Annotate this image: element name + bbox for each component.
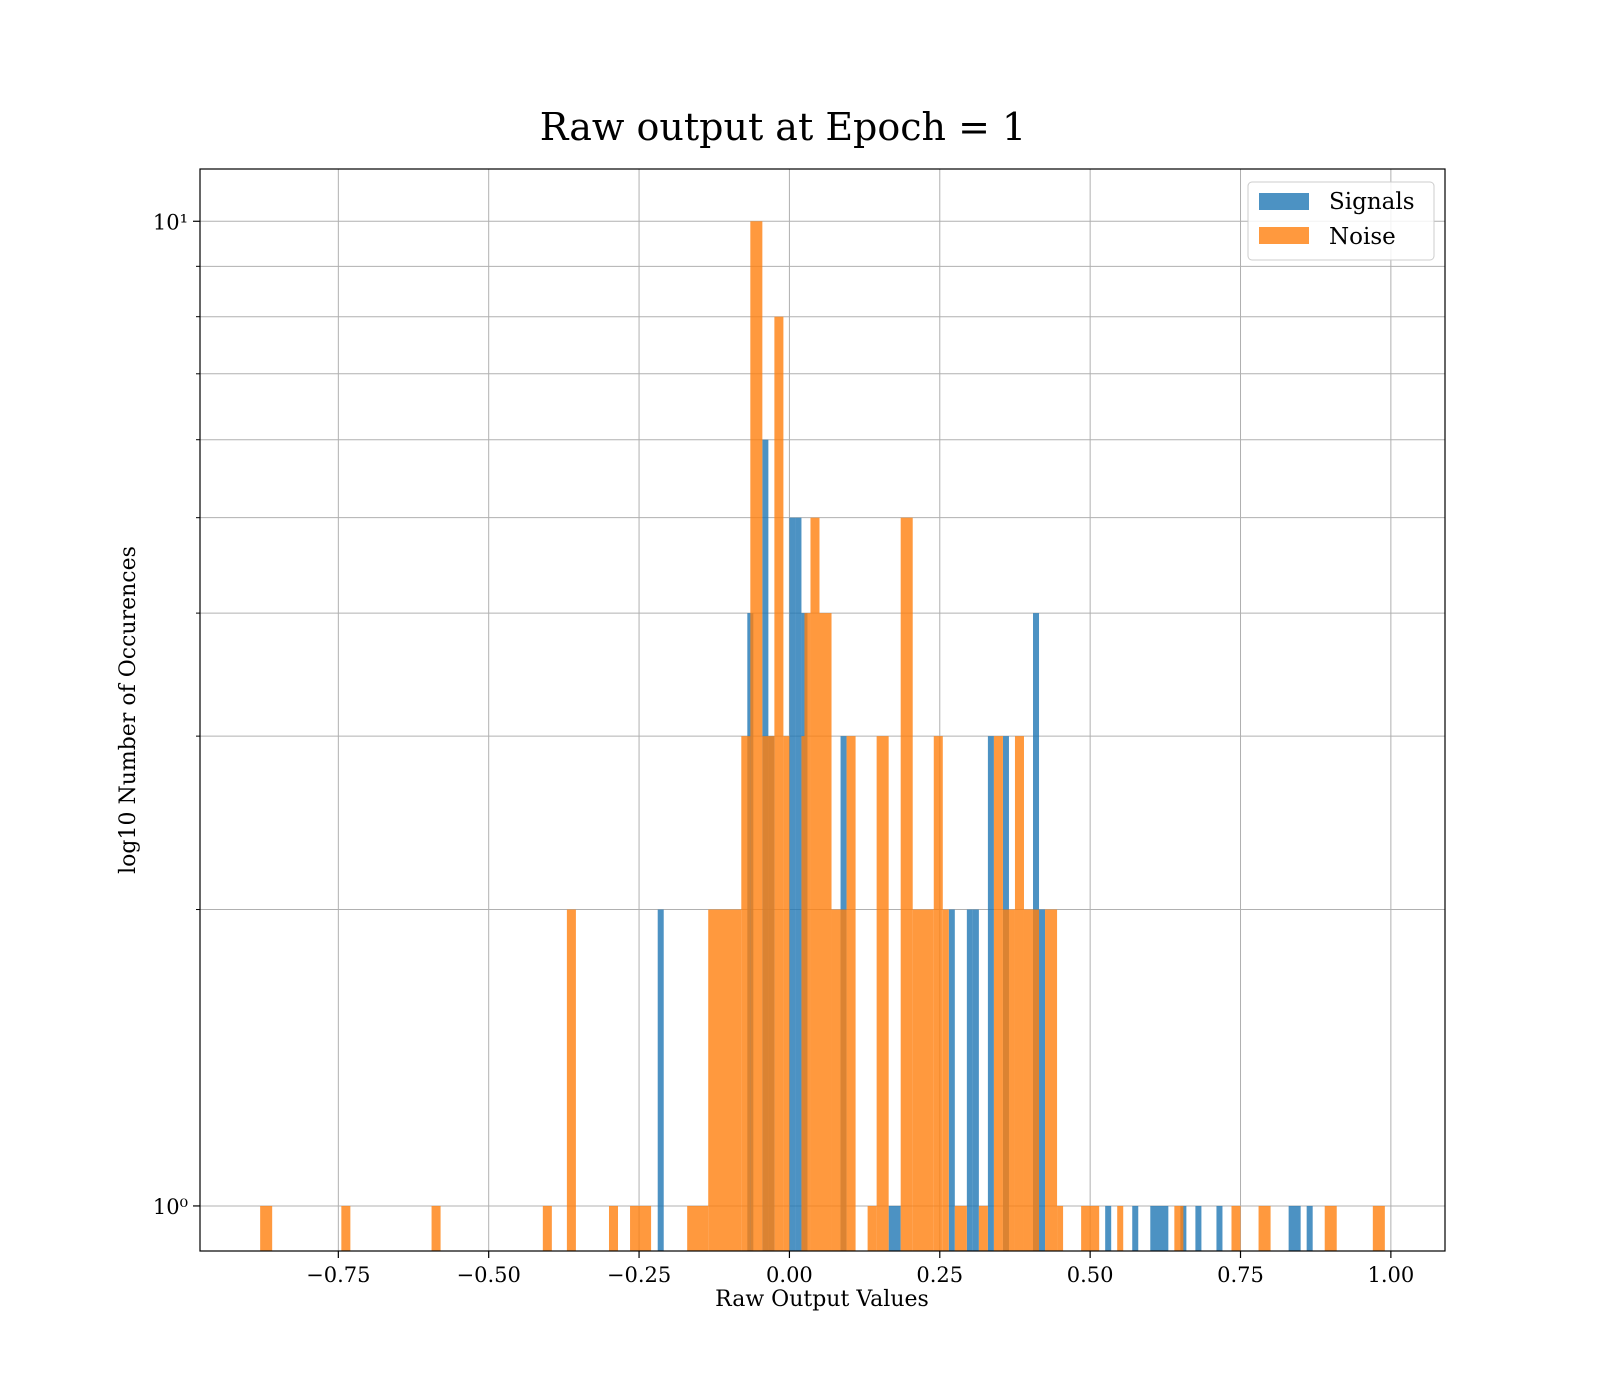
bar-noise [1372,1205,1385,1251]
bar-noise [741,736,751,1251]
y-axis-ticks: 10⁰ 10¹ [153,210,200,1219]
x-tick-label: −0.50 [457,1263,521,1287]
bar-noise [542,1205,552,1251]
bar-noise [783,736,790,1251]
bar-noise [762,736,775,1251]
bar-signals [1039,909,1046,1251]
bar-noise [630,1205,652,1251]
bar-noise [1231,1205,1241,1251]
bar-noise [867,1205,877,1251]
plot-area-frame [199,168,1446,1252]
bar-noise [1023,909,1034,1251]
bar-noise [566,909,576,1251]
bar-noise [1117,1205,1124,1251]
bar-noise [1057,1205,1064,1251]
bar-noise [1081,1205,1100,1251]
bar-noise [431,1205,441,1251]
x-tick-label: 0.75 [1217,1263,1264,1287]
bar-noise [819,613,832,1251]
bar-noise [608,1205,619,1251]
legend-label-noise: Noise [1329,224,1396,250]
bar-noise [774,316,784,1251]
bar-noise [840,909,847,1251]
x-tick-label: 0.00 [766,1263,813,1287]
bar-signals [1216,1205,1223,1251]
x-tick-label: 0.25 [916,1263,963,1287]
bar-noise [341,1205,351,1251]
bar-signals [888,1205,901,1251]
bar-noise [801,736,805,1251]
legend-swatch-noise [1259,227,1309,244]
x-tick-label: 1.00 [1367,1263,1414,1287]
bar-noise [1324,1205,1337,1251]
bar-signals [1132,1205,1139,1251]
bar-noise [260,1205,273,1251]
bar-signals [987,736,994,1251]
bar-noise [954,1205,967,1251]
bar-noise [1002,909,1015,1251]
x-tick-label: −0.75 [306,1263,370,1287]
bar-noise [876,736,889,1251]
bar-noise [831,909,841,1251]
bar-noise [1258,1205,1271,1251]
bar-signals [966,909,973,1251]
bar-noise [933,736,943,1251]
bar-signals [1150,1205,1169,1251]
legend: Signals Noise [1247,181,1435,261]
bar-noise [912,909,934,1251]
bar-signals [1306,1205,1313,1251]
y-axis-label: log10 Number of Occurences [116,546,141,874]
bar-signals [657,909,664,1251]
bar-noise [900,517,913,1251]
bar-noise [687,1205,709,1251]
legend-label-signals: Signals [1329,189,1415,215]
x-axis-label: Raw Output Values [715,1287,929,1312]
histogram-bars [260,221,1385,1252]
bar-noise [942,909,949,1251]
bar-signals [972,909,979,1251]
bar-noise [993,736,1003,1251]
bar-noise [978,1205,988,1251]
legend-swatch-signals [1259,193,1309,210]
bar-noise [750,221,763,1252]
bar-noise [804,613,811,1251]
x-tick-label: 0.50 [1067,1263,1114,1287]
bar-signals [1180,1205,1187,1251]
bar-signals [1195,1205,1202,1251]
x-axis-ticks: −0.75 −0.50 −0.25 0.00 0.25 0.50 0.75 1.00 [306,1251,1414,1287]
series-noise [260,221,1385,1252]
chart-title: Raw output at Epoch = 1 [540,105,1026,149]
bar-noise [810,517,820,1251]
bar-noise [1033,909,1040,1251]
bar-signals [1105,1205,1112,1251]
bar-noise [846,736,856,1251]
bar-noise [708,909,742,1251]
bar-noise [1014,736,1024,1251]
bar-signals [1288,1205,1301,1251]
y-tick-label: 10¹ [153,210,188,234]
y-tick-label: 10⁰ [153,1195,188,1219]
bar-signals [948,909,955,1251]
bar-noise [1045,909,1058,1251]
bar-signals [789,517,796,1251]
x-tick-label: −0.25 [607,1263,671,1287]
bar-signals [795,517,802,1251]
bar-noise [1174,1205,1184,1251]
